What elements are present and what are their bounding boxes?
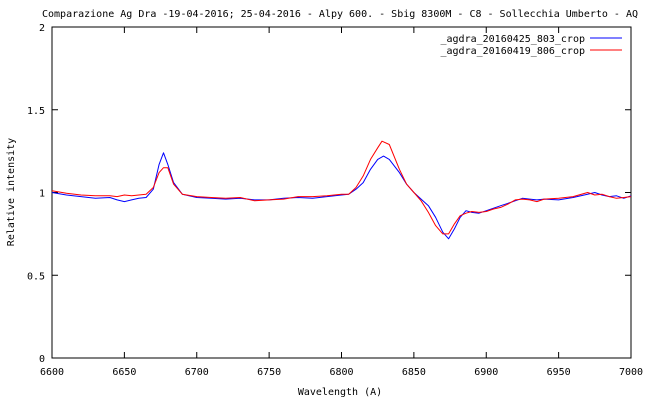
- chart-title: Comparazione Ag Dra -19-04-2016; 25-04-2…: [42, 9, 638, 20]
- x-tick-label: 6900: [474, 367, 498, 378]
- x-tick-label: 7000: [619, 367, 643, 378]
- y-tick-label: 0: [39, 354, 45, 365]
- y-tick-label: 1.5: [27, 106, 45, 117]
- legend-label: _agdra_20160419_806_crop: [441, 46, 586, 57]
- x-axis-label: Wavelength (A): [298, 387, 382, 398]
- legend: _agdra_20160425_803_crop_agdra_20160419_…: [441, 34, 622, 57]
- x-tick-label: 6650: [112, 367, 136, 378]
- x-axis-ticks: 6600 6650 6700 6750 6800 6850 6900 6950 7000: [40, 27, 643, 378]
- series-line-2: [51, 140, 632, 235]
- y-tick-label: 1: [39, 189, 45, 200]
- x-tick-label: 6700: [185, 367, 209, 378]
- series-lines: [51, 140, 632, 240]
- plot-frame: [51, 26, 632, 359]
- y-axis-label: Relative intensity: [6, 138, 17, 246]
- x-tick-label: 6800: [329, 367, 353, 378]
- x-tick-label: 6950: [547, 367, 571, 378]
- x-tick-label: 6850: [402, 367, 426, 378]
- y-tick-label: 0.5: [27, 271, 45, 282]
- series-line-1: [51, 152, 632, 240]
- x-tick-label: 6600: [40, 367, 64, 378]
- legend-label: _agdra_20160425_803_crop: [441, 34, 586, 45]
- y-tick-label: 2: [39, 23, 45, 34]
- x-tick-label: 6750: [257, 367, 281, 378]
- y-axis-ticks: 0 0.5 1 1.5 2: [27, 23, 631, 365]
